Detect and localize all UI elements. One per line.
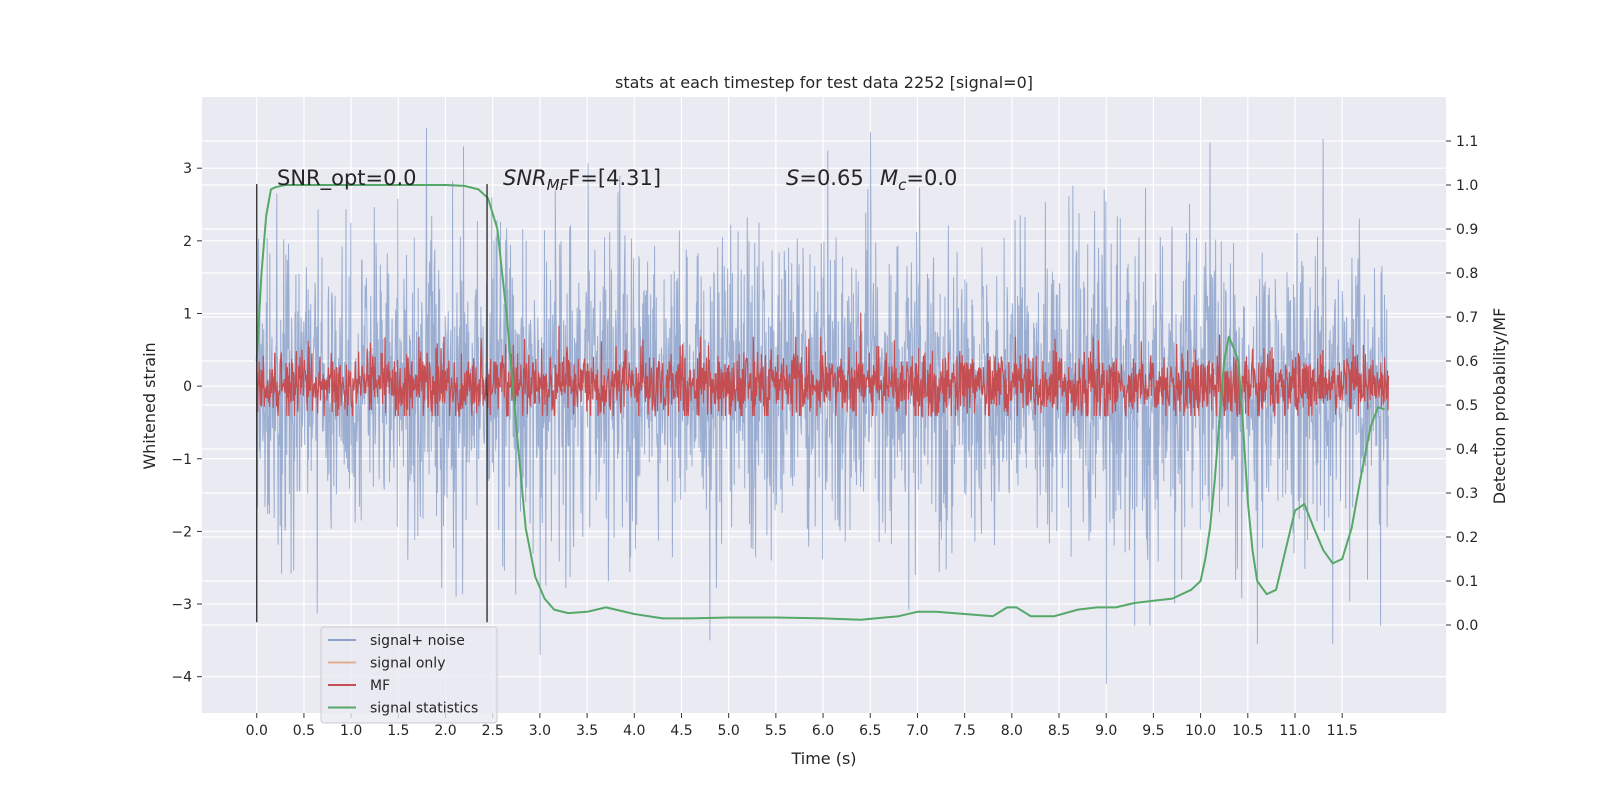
y-axis-left-ticks: 3 2 1 0 −1 −2 −3 −4 <box>171 161 202 686</box>
vertical-markers <box>256 184 488 623</box>
y-right-tick-label: 0.0 <box>1456 618 1478 634</box>
x-tick-label: 9.5 <box>1142 723 1164 739</box>
x-tick-label: 2.5 <box>482 723 504 739</box>
x-tick-label: 10.0 <box>1185 723 1216 739</box>
y-right-tick-label: 1.0 <box>1456 178 1478 194</box>
x-tick-label: 3.0 <box>529 723 551 739</box>
annotation-s-prefix: S <box>786 166 799 190</box>
x-tick-label: 1.5 <box>387 723 409 739</box>
x-tick-label: 3.5 <box>576 723 598 739</box>
annotation-snr-mf-prefix: SNR <box>503 166 547 190</box>
y-left-tick-label: 2 <box>183 234 192 250</box>
x-tick-label: 11.0 <box>1279 723 1310 739</box>
y-right-tick-label: 0.8 <box>1456 266 1478 282</box>
series-layer <box>255 128 1389 684</box>
y-left-tick-label: −2 <box>171 524 192 540</box>
annotation-s-value: =0.65 <box>799 166 863 190</box>
chart-title: stats at each timestep for test data 225… <box>615 73 1033 92</box>
x-axis-ticks: 0.0 0.5 1.0 1.5 2.0 2.5 3.0 3.5 4.0 4.5 5.0 5.5 6.0 6… <box>246 713 1358 739</box>
y-left-tick-label: 1 <box>183 306 192 322</box>
legend-label: signal+ noise <box>370 633 465 649</box>
x-tick-label: 2.0 <box>434 723 456 739</box>
y-left-tick-label: 3 <box>183 161 192 177</box>
x-tick-label: 4.5 <box>670 723 692 739</box>
legend-label: MF <box>370 678 390 694</box>
x-axis-label: Time (s) <box>790 749 856 768</box>
legend-label: signal only <box>370 656 445 672</box>
x-tick-label: 9.0 <box>1095 723 1117 739</box>
x-tick-label: 5.5 <box>765 723 787 739</box>
annotation-mc: Mc=0.0 <box>880 166 957 194</box>
annotation-snr-mf-sub: MF <box>547 176 569 194</box>
legend-box <box>320 626 498 724</box>
x-tick-label: 10.5 <box>1232 723 1263 739</box>
y-axis-right-ticks: 1.1 1.0 0.9 0.8 0.7 0.6 0.5 0.4 0.3 0.2 0.1 0.0 <box>1446 134 1478 634</box>
y-right-tick-label: 0.3 <box>1456 486 1478 502</box>
x-tick-label: 0.0 <box>246 723 268 739</box>
y-right-tick-label: 0.6 <box>1456 354 1478 370</box>
annotation-mc-sub: c <box>898 176 907 194</box>
series-mf <box>256 312 1389 419</box>
y-right-tick-label: 0.2 <box>1456 530 1478 546</box>
y-axis-left-label: Whitened strain <box>140 342 159 469</box>
x-tick-label: 0.5 <box>293 723 315 739</box>
y-right-tick-label: 0.5 <box>1456 398 1478 414</box>
annotation-s: S=0.65 <box>786 166 864 190</box>
y-axis-right-label: Detection probability/MF <box>1490 308 1509 505</box>
series-signal-statistics <box>255 184 1385 621</box>
annotation-snr-opt: SNR_opt=0.0 <box>277 166 417 191</box>
y-left-tick-label: 0 <box>183 379 192 395</box>
legend-label: signal statistics <box>370 701 478 717</box>
x-tick-label: 7.0 <box>906 723 928 739</box>
annotation-snr-mf: SNRMFF=[4.31] <box>503 166 661 194</box>
annotations: SNR_opt=0.0 SNRMFF=[4.31] S=0.65 Mc=0.0 <box>277 166 957 194</box>
x-tick-label: 7.5 <box>954 723 976 739</box>
x-tick-label: 6.5 <box>859 723 881 739</box>
annotation-mc-prefix: M <box>880 166 898 190</box>
x-tick-label: 8.5 <box>1048 723 1070 739</box>
y-left-tick-label: −4 <box>171 670 192 686</box>
x-tick-label: 1.0 <box>340 723 362 739</box>
x-tick-label: 5.0 <box>718 723 740 739</box>
y-right-tick-label: 1.1 <box>1456 134 1478 150</box>
y-left-tick-label: −1 <box>171 452 192 468</box>
annotation-mc-value: =0.0 <box>906 166 957 190</box>
x-tick-label: 11.5 <box>1327 723 1358 739</box>
y-right-tick-label: 0.1 <box>1456 574 1478 590</box>
y-right-tick-label: 0.4 <box>1456 442 1478 458</box>
legend: signal+ noise signal only MF signal statist… <box>320 626 498 724</box>
series-signal-noise <box>256 128 1389 684</box>
x-tick-label: 8.0 <box>1001 723 1023 739</box>
y-right-tick-label: 0.9 <box>1456 222 1478 238</box>
x-tick-label: 4.0 <box>623 723 645 739</box>
x-tick-label: 6.0 <box>812 723 834 739</box>
y-left-tick-label: −3 <box>171 597 192 613</box>
y-right-tick-label: 0.7 <box>1456 310 1478 326</box>
annotation-snr-mf-value: F=[4.31] <box>568 166 661 190</box>
